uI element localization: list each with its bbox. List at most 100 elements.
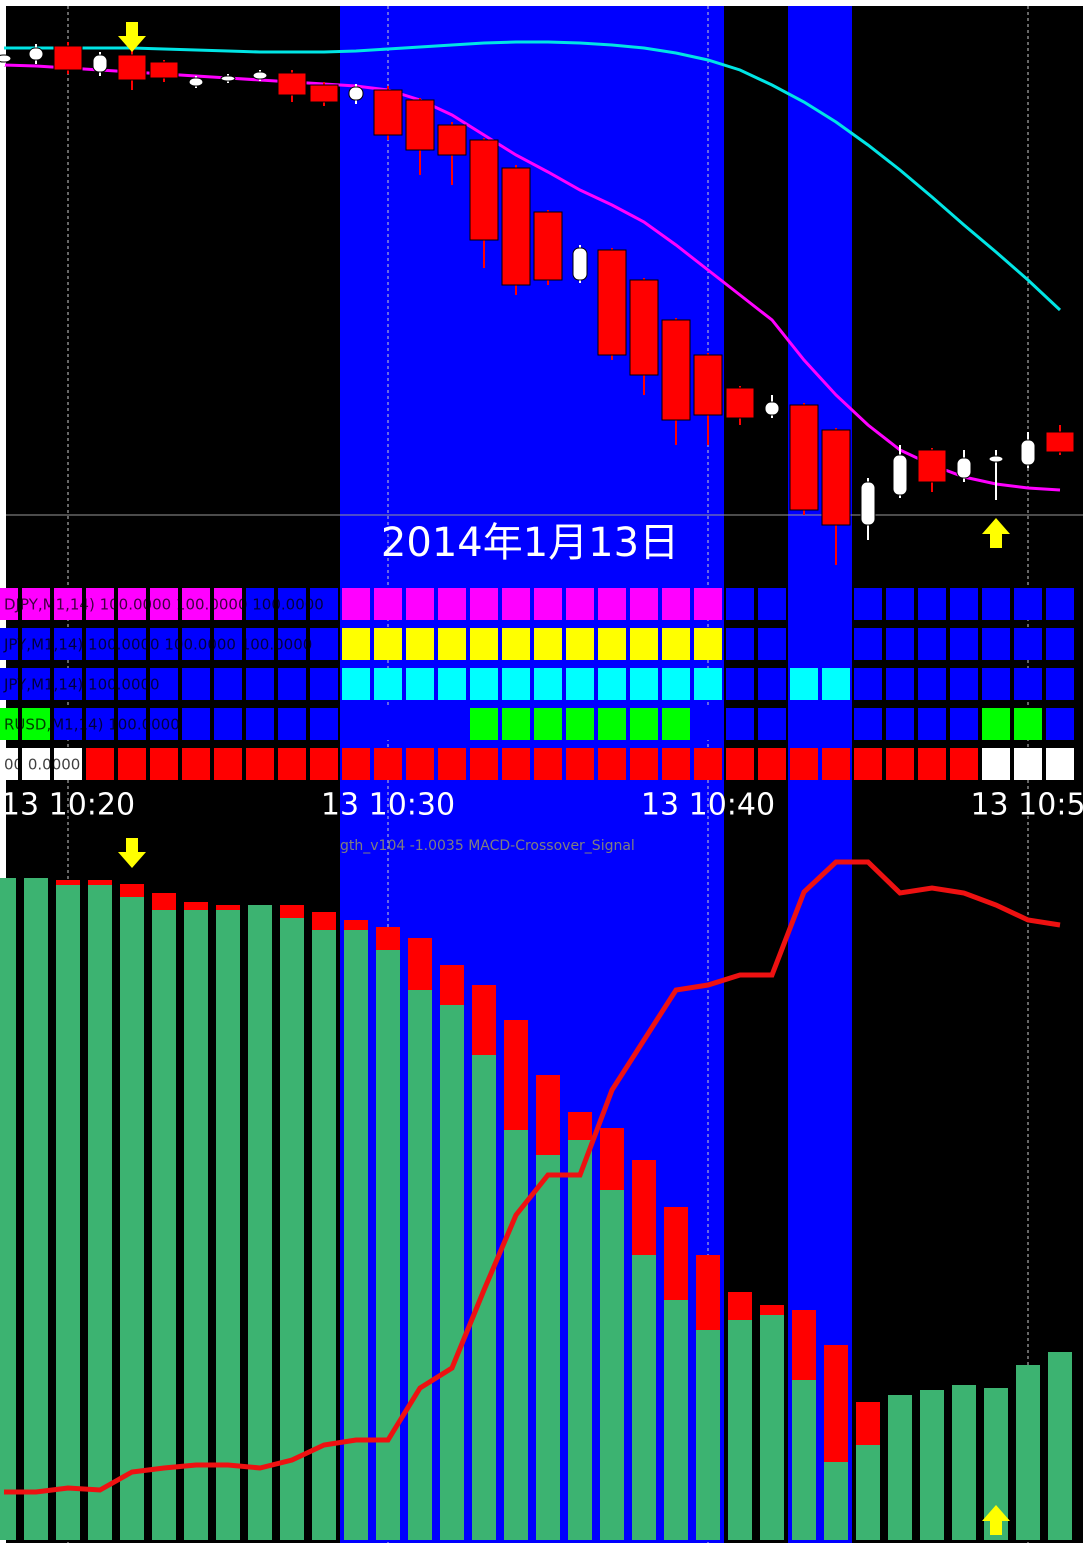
heat-cell	[630, 628, 658, 660]
heat-cell	[342, 628, 370, 660]
bar-segment	[856, 1402, 880, 1445]
time-axis: 13 10:20 13 10:30 13 10:40 13 10:5	[1, 788, 1083, 823]
heat-cell	[694, 668, 722, 700]
bar-segment	[632, 1255, 656, 1540]
bar-segment	[952, 1385, 976, 1540]
bar-segment	[504, 1130, 528, 1540]
moving-average	[3, 63, 1061, 492]
row-label: JPY,M1,14) 100.0000 100.0000 100.0000	[3, 636, 312, 654]
heat-cell	[118, 668, 146, 700]
heat-cell	[854, 668, 882, 700]
candle-body	[373, 89, 403, 136]
heat-cell	[662, 588, 690, 620]
heat-cell	[86, 668, 114, 700]
candle-body	[348, 86, 364, 101]
candle-body	[117, 54, 147, 81]
heat-cell	[982, 708, 1010, 740]
bar-segment	[408, 938, 432, 990]
heat-cell	[726, 708, 754, 740]
heat-cell	[854, 748, 882, 780]
heat-cell	[0, 748, 18, 780]
heat-cell	[950, 748, 978, 780]
heat-cell	[182, 628, 210, 660]
bar-segment	[56, 885, 80, 1540]
candle-body	[789, 404, 819, 511]
heat-cell	[502, 628, 530, 660]
candle-body	[821, 429, 851, 526]
heat-cell	[54, 628, 82, 660]
heat-cell	[982, 748, 1010, 780]
candle-body	[892, 454, 908, 496]
bar-segment	[440, 965, 464, 1005]
heat-cell	[470, 748, 498, 780]
heat-cell	[502, 708, 530, 740]
bar-segment	[600, 1190, 624, 1540]
row-label: RUSD,M1,14) 100.0000	[4, 716, 180, 734]
heat-cell	[918, 668, 946, 700]
heat-cell	[1046, 588, 1074, 620]
heat-cell	[246, 748, 274, 780]
heat-cell	[822, 628, 850, 660]
heat-cell	[566, 628, 594, 660]
heat-cell	[950, 588, 978, 620]
heat-cell	[630, 588, 658, 620]
heat-cell	[470, 708, 498, 740]
bar-segment	[568, 1140, 592, 1540]
bar-segment	[792, 1310, 816, 1380]
candle-body	[764, 401, 780, 416]
heat-cell	[214, 628, 242, 660]
candle-body	[220, 75, 236, 82]
heat-cell	[182, 708, 210, 740]
bar-segment	[888, 1395, 912, 1540]
highlight-bands	[340, 6, 852, 1543]
bar-segment	[696, 1255, 720, 1330]
candle-body	[0, 54, 12, 63]
heat-cell	[726, 668, 754, 700]
heat-cell	[502, 748, 530, 780]
heat-cell	[1046, 628, 1074, 660]
indicator-label: gth_v104 -1.0035 MACD-Crossover_Signal	[340, 838, 635, 854]
heat-cell	[534, 628, 562, 660]
bar-segment	[920, 1390, 944, 1540]
heat-cell	[854, 588, 882, 620]
heat-cell	[54, 748, 82, 780]
heat-cell	[790, 588, 818, 620]
heat-cell	[758, 748, 786, 780]
heat-cell	[950, 668, 978, 700]
candle-body	[629, 279, 659, 376]
up-arrow	[982, 1505, 1010, 1535]
heat-cell	[534, 588, 562, 620]
heat-cell	[342, 588, 370, 620]
heat-cell	[982, 588, 1010, 620]
heat-cell	[310, 708, 338, 740]
bar-segment	[824, 1345, 848, 1462]
bar-segment	[1048, 1352, 1072, 1540]
heat-cell	[950, 708, 978, 740]
heat-cell	[150, 588, 178, 620]
heat-cell	[694, 748, 722, 780]
heat-cell	[438, 628, 466, 660]
heat-cell	[566, 748, 594, 780]
heat-cell	[886, 668, 914, 700]
heat-cell	[86, 588, 114, 620]
up-arrow	[982, 518, 1010, 548]
heat-cell	[22, 628, 50, 660]
heat-cell	[0, 588, 18, 620]
heat-cell	[758, 708, 786, 740]
heat-cell	[790, 668, 818, 700]
heat-cell	[310, 588, 338, 620]
x-tick-label: 13 10:5	[970, 788, 1083, 823]
heat-cell	[1046, 668, 1074, 700]
bar-segment	[280, 918, 304, 1540]
heat-cell	[662, 628, 690, 660]
heat-cell	[374, 748, 402, 780]
candle-body	[469, 139, 499, 241]
heat-cell	[86, 708, 114, 740]
bar-segment	[0, 878, 16, 1540]
heat-cell	[310, 628, 338, 660]
bar-segment	[824, 1462, 848, 1540]
heat-cell	[22, 668, 50, 700]
row-label: JPY,M1,14) 100.0000	[3, 676, 160, 694]
signal-line	[4, 859, 1061, 1495]
heat-cell	[598, 748, 626, 780]
